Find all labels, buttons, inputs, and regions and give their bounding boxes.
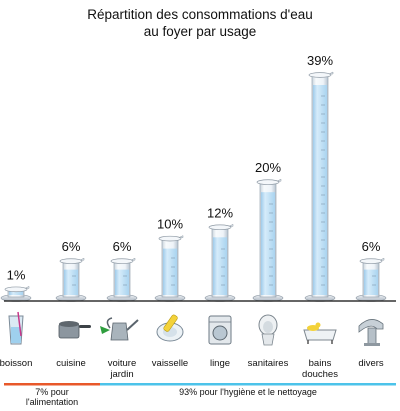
bar-cuisine: 6%: [55, 239, 87, 302]
bar-bains-douches: 39%: [304, 53, 336, 302]
value-label: 20%: [255, 160, 281, 175]
toilet-icon: [258, 314, 278, 346]
value-label: 1%: [7, 267, 26, 282]
bathtub-icon: [303, 322, 337, 344]
icons-layer: [8, 311, 384, 346]
group-label-alimentation: l'alimentation: [26, 397, 78, 407]
category-label-divers: divers: [358, 358, 384, 369]
bar-liquid: [213, 237, 227, 295]
bar-spout: [276, 178, 282, 182]
value-label: 39%: [307, 53, 333, 68]
bar-liquid: [64, 269, 78, 295]
bar-spout: [24, 285, 30, 289]
chart-title: Répartition des consommations d'eau au f…: [0, 6, 400, 40]
bar-sanitaires: 20%: [252, 160, 284, 302]
bar-liquid: [261, 192, 275, 295]
bar-rim: [208, 224, 232, 231]
group-bar-hygiene: [100, 383, 396, 386]
bar-liquid: [9, 290, 23, 295]
value-label: 6%: [62, 239, 81, 254]
chart-title-line-2: au foyer par usage: [143, 24, 257, 39]
bar-liquid: [163, 248, 177, 295]
bar-boisson: 1%: [0, 267, 32, 302]
faucet-icon: [358, 319, 384, 346]
bar-liquid: [115, 269, 129, 295]
bar-spout: [228, 223, 234, 227]
bar-spout: [328, 71, 334, 75]
bar-voiture-jardin: 6%: [106, 239, 138, 302]
bar-rim: [308, 72, 332, 78]
bar-divers: 6%: [355, 239, 387, 302]
group-label-hygiene: 93% pour l'hygiène et le nettoyage: [179, 387, 317, 397]
bar-liquid: [313, 85, 327, 295]
category-label-bains: bains: [309, 358, 332, 369]
bar-vaisselle: 10%: [154, 217, 186, 302]
value-label: 12%: [207, 205, 233, 220]
bar-linge: 12%: [204, 205, 236, 302]
bar-rim: [4, 286, 28, 293]
value-label: 6%: [113, 239, 132, 254]
value-label: 6%: [362, 239, 381, 254]
dish-sponge-icon: [156, 314, 184, 342]
washing-machine-icon: [208, 315, 232, 345]
category-label-douches: douches: [302, 369, 338, 380]
cooking-pot-icon: [58, 321, 91, 339]
watering-can-icon: [100, 317, 139, 341]
bar-spout: [130, 257, 136, 261]
value-label: 10%: [157, 217, 183, 232]
group-label-alimentation: 7% pour: [35, 387, 69, 397]
chart-title-line-1: Répartition des consommations d'eau: [87, 7, 313, 22]
category-label-linge: linge: [210, 358, 230, 369]
category-label-boisson: boisson: [0, 358, 32, 369]
bar-spout: [379, 257, 385, 261]
group-bar-alimentation: [4, 383, 100, 386]
category-label-voiture: voiture: [108, 358, 137, 369]
bar-rim: [256, 179, 280, 185]
bar-rim: [359, 258, 383, 264]
glass-icon: [8, 311, 24, 345]
bar-spout: [178, 235, 184, 238]
category-label-jardin: jardin: [109, 369, 133, 380]
category-label-vaisselle: vaisselle: [152, 358, 188, 369]
category-label-sanitaires: sanitaires: [248, 358, 289, 369]
bar-spout: [79, 257, 85, 261]
bar-rim: [158, 235, 182, 242]
bar-rim: [59, 258, 83, 264]
bar-liquid: [364, 269, 378, 295]
bar-rim: [110, 258, 134, 264]
bars-layer: 1% 6% 6% 10% 12% 20% 39% 6%: [0, 53, 387, 302]
category-label-cuisine: cuisine: [56, 358, 86, 369]
